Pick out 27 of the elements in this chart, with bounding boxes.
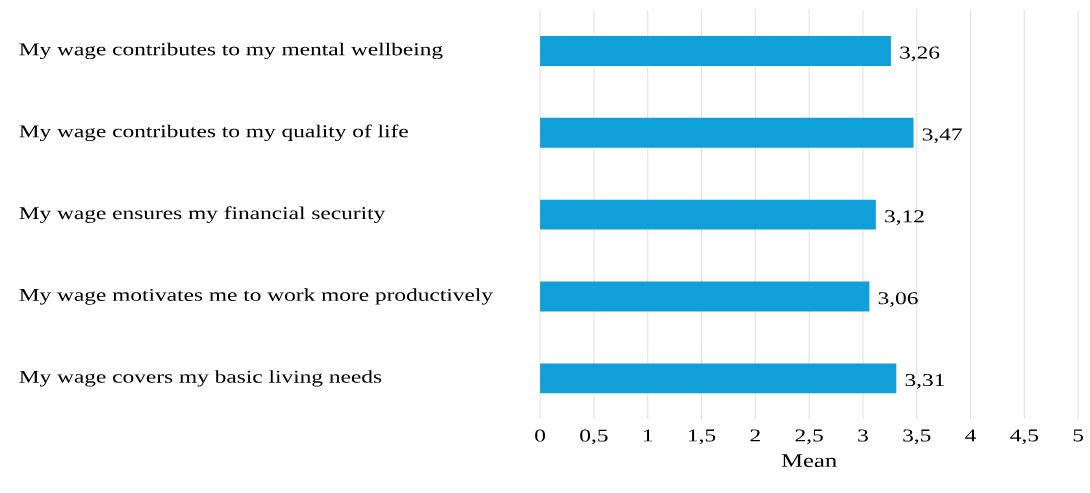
y-tick-label: My wage contributes to my quality of life: [19, 124, 408, 141]
data-label: 3,31: [905, 373, 944, 389]
x-axis-title: Mean: [781, 454, 837, 467]
bar: [540, 363, 897, 394]
y-tick-label: My wage ensures my financial security: [19, 206, 386, 223]
x-tick-label: 4,5: [1010, 429, 1039, 444]
x-tick-label: 3: [858, 429, 868, 442]
y-tick-label: My wage contributes to my mental wellbeing: [19, 42, 443, 60]
x-tick-label: 5: [1073, 429, 1084, 442]
x-tick-label: 3,5: [903, 429, 931, 445]
y-tick-label: My wage covers my basic living needs: [19, 370, 382, 387]
bar: [540, 35, 891, 66]
data-label: 3,26: [900, 46, 940, 62]
x-tick-label: 4: [965, 429, 977, 442]
data-label: 3,12: [885, 210, 924, 225]
x-tick-label: 2,5: [795, 429, 823, 445]
x-tick-label: 0,5: [580, 429, 608, 445]
x-tick-label: 0: [535, 429, 546, 442]
y-tick-label: My wage motivates me to work more productively: [19, 288, 493, 305]
bar: [540, 281, 870, 312]
bar: [540, 199, 876, 230]
x-tick-label: 2: [750, 429, 760, 442]
x-tick-label: 1,5: [688, 429, 716, 445]
data-label: 3,47: [922, 128, 962, 144]
x-tick-label: 1: [643, 429, 653, 442]
bar: [540, 117, 914, 148]
data-label: 3,06: [878, 292, 918, 307]
